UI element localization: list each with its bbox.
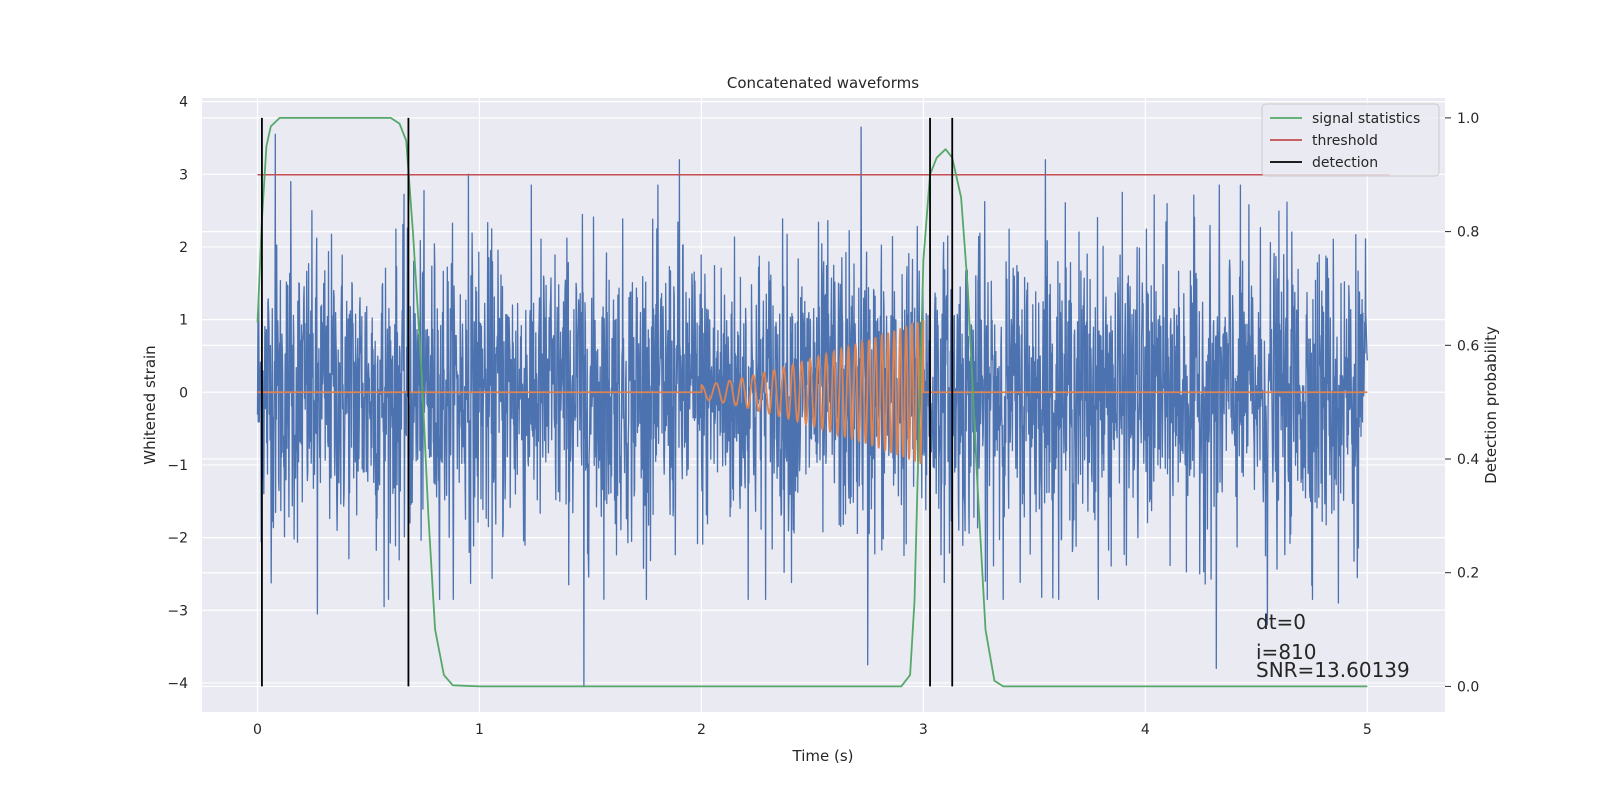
y-axis-label: Whitened strain <box>141 345 159 464</box>
x-tick-label-1: 1 <box>475 722 484 738</box>
y-tick-label-7: 3 <box>179 167 188 183</box>
y2-tick-label-3: 0.6 <box>1457 338 1479 354</box>
y2-tick-label-5: 1.0 <box>1457 111 1479 127</box>
y-tick-label-1: −3 <box>167 603 188 619</box>
y2-axis-ticks: 0.0 0.2 0.4 0.6 0.8 1.0 <box>1445 111 1479 695</box>
annotation-dt: dt=0 <box>1256 610 1306 634</box>
x-axis-label: Time (s) <box>792 747 854 765</box>
y-tick-label-8: 4 <box>179 95 188 111</box>
y-tick-label-6: 2 <box>179 240 188 256</box>
annotation-index: i=810 <box>1256 640 1317 664</box>
signal-statistics-line <box>256 117 1368 688</box>
y2-axis-label: Detection probability <box>1482 326 1500 484</box>
legend: signal statistics threshold detection <box>1261 103 1440 177</box>
x-tick-label-4: 4 <box>1141 722 1150 738</box>
y2-tick-label-4: 0.8 <box>1457 225 1479 241</box>
chirp-path <box>257 319 1368 464</box>
y2-tick-label-0: 0.0 <box>1457 679 1479 695</box>
x-tick-label-0: 0 <box>253 722 262 738</box>
y-tick-label-0: −4 <box>167 676 188 692</box>
x-tick-label-3: 3 <box>919 722 928 738</box>
y2-tick-label-1: 0.2 <box>1457 566 1479 582</box>
chart-title: Concatenated waveforms <box>727 74 919 92</box>
injected-waveform <box>257 319 1368 464</box>
y-axis-ticks: −4 −3 −2 −1 0 1 2 3 4 <box>167 95 188 692</box>
y-tick-label-3: −1 <box>167 458 188 474</box>
y-tick-label-2: −2 <box>167 531 188 547</box>
signal-statistics-path <box>256 117 1368 688</box>
x-tick-label-5: 5 <box>1363 722 1372 738</box>
legend-label-2: detection <box>1312 155 1378 171</box>
y-tick-label-5: 1 <box>179 313 188 329</box>
legend-label-0: signal statistics <box>1312 111 1420 127</box>
y2-tick-label-2: 0.4 <box>1457 452 1479 468</box>
legend-label-1: threshold <box>1312 133 1378 149</box>
legend-box <box>1261 103 1440 177</box>
annotation-snr: SNR=13.60139 <box>1256 658 1410 682</box>
y-tick-label-4: 0 <box>179 385 188 401</box>
x-tick-label-2: 2 <box>697 722 706 738</box>
detection-lines <box>261 117 954 687</box>
x-axis-ticks: 0 1 2 3 4 5 <box>253 722 1372 738</box>
